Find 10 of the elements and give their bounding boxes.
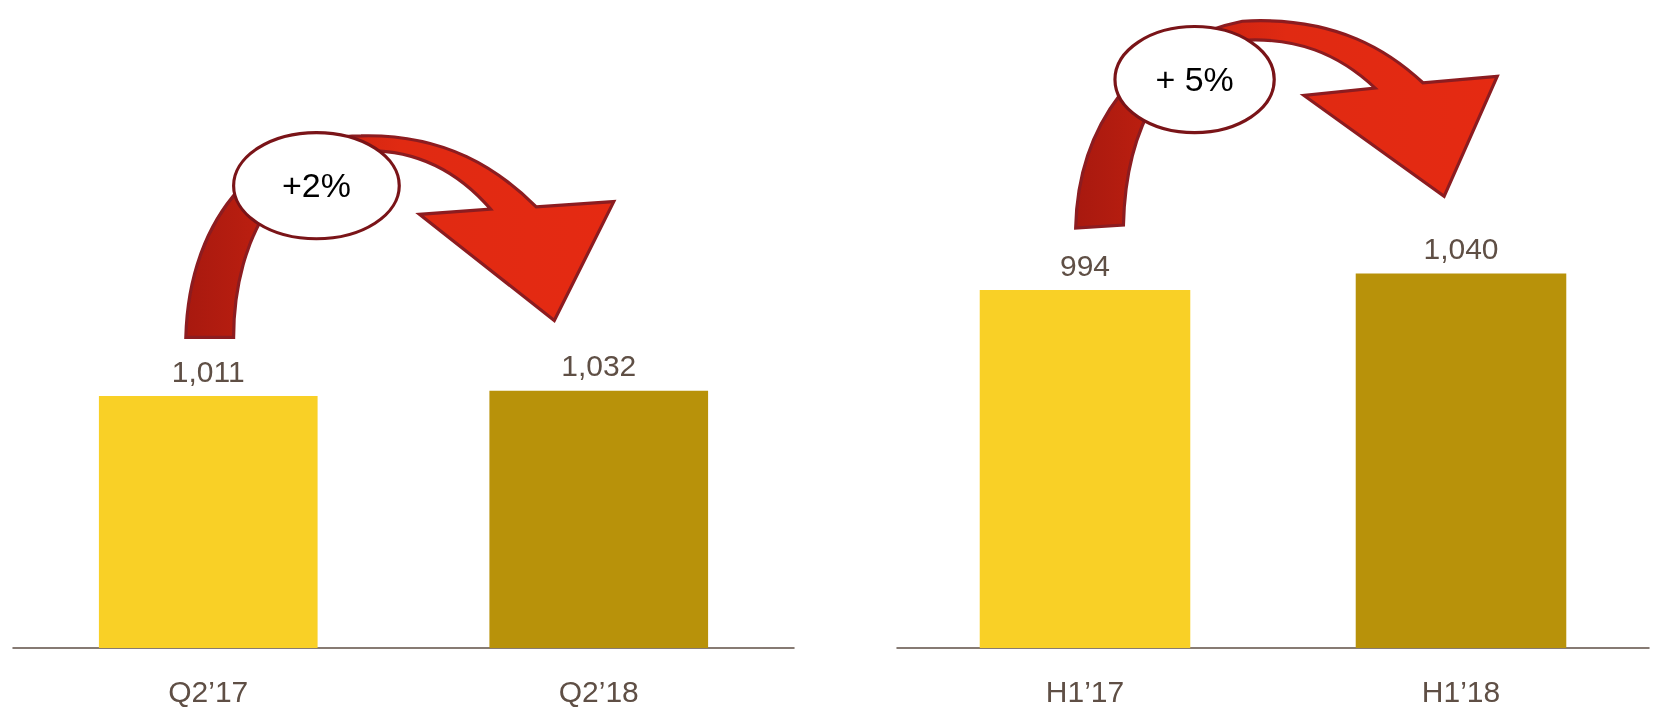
- text: + 5%: [1155, 60, 1234, 99]
- x-tick-label: Q2’17: [168, 674, 249, 708]
- data-label: 1,011: [171, 354, 245, 388]
- data-label: 1,032: [561, 349, 637, 383]
- text: +2%: [281, 166, 351, 205]
- data-label: 994: [1059, 248, 1111, 282]
- x-tick-label: H1’17: [1045, 674, 1125, 708]
- x-tick-label: H1’18: [1421, 674, 1501, 708]
- data-label: 1,040: [1423, 231, 1499, 265]
- x-tick-label: Q2’18: [558, 674, 639, 708]
